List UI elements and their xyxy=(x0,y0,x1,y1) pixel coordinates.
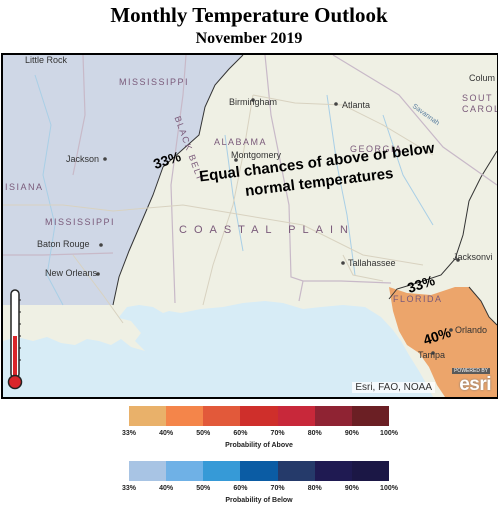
city-label: Colum xyxy=(469,73,496,83)
legend-swatch xyxy=(166,406,204,426)
legend-below: 33% 40% 50% 60% 70% 80% 90% 100% Probability of… xyxy=(122,461,398,504)
legend-tick-label: 33% xyxy=(121,430,137,437)
legend-tick-label: 80% xyxy=(307,485,322,492)
state-label-mississippi: MISSISSIPPI xyxy=(45,217,116,227)
legend-above-title: Probability of Above xyxy=(225,442,293,449)
legend-tick-label: 50% xyxy=(196,485,211,492)
legend-swatch xyxy=(314,406,352,426)
road xyxy=(252,94,434,156)
state-border xyxy=(298,280,304,302)
state-border xyxy=(3,252,114,256)
state-label-louisiana: ISIANA xyxy=(5,182,44,192)
legend-swatch xyxy=(277,461,315,481)
legend-tick-label: 33% xyxy=(121,485,137,492)
legend-tick-label: 40% xyxy=(159,430,174,437)
legend-above-ticks: 33% 40% 50% 60% 70% 80% 90% 100% xyxy=(122,430,398,442)
city-label: Jacksonvi xyxy=(453,252,493,262)
city-dot xyxy=(96,272,100,276)
legend-tick-label: 70% xyxy=(270,430,285,437)
state-label-south-carolina: SOUT xyxy=(462,93,494,103)
region-label-coastal-plain: COASTAL PLAIN xyxy=(179,224,355,236)
map-subtitle: November 2019 xyxy=(195,30,303,47)
legend-swatch xyxy=(314,461,352,481)
legend-swatch xyxy=(351,406,389,426)
city-dot xyxy=(234,158,238,162)
river xyxy=(224,134,244,252)
city-label: Little Rock xyxy=(25,55,68,65)
river xyxy=(382,114,434,226)
map-title: Monthly Temperature Outlook xyxy=(110,3,388,27)
city-label: Birmingham xyxy=(229,97,278,107)
below-normal-area xyxy=(3,55,243,305)
legend-below-ticks: 33% 40% 50% 60% 70% 80% 90% 100% xyxy=(122,485,398,497)
road xyxy=(202,94,254,306)
state-border xyxy=(332,55,497,186)
legend-tick-label: 90% xyxy=(344,430,359,437)
legend-above: 33% 40% 50% 60% 70% 80% 90% 100% Probability of… xyxy=(122,406,398,449)
city-dot xyxy=(99,243,103,247)
state-label-alabama: ALABAMA xyxy=(214,137,268,147)
state-label-georgia: GEORGIA xyxy=(350,144,403,154)
legend-swatch xyxy=(240,461,278,481)
legend-swatch xyxy=(351,461,389,481)
legend-tick-label: 90% xyxy=(344,485,359,492)
legend-swatch xyxy=(166,461,204,481)
legend-tick-label: 100% xyxy=(380,430,398,437)
legend-tick-label: 60% xyxy=(233,485,248,492)
contour-40 xyxy=(468,286,497,326)
contour-33-east xyxy=(388,150,497,300)
city-dot xyxy=(341,261,345,265)
road xyxy=(342,254,384,282)
legend-below-colorbar xyxy=(129,461,389,481)
legend-tick-label: 100% xyxy=(380,485,398,492)
legend-swatch xyxy=(203,406,241,426)
legend-tick-label: 60% xyxy=(233,430,248,437)
state-label-south-carolina: CAROL xyxy=(462,104,498,114)
city-label: Orlando xyxy=(455,325,488,335)
legend-below-title: Probability of Below xyxy=(225,497,293,504)
thermometer-icon xyxy=(7,289,23,390)
city-label: Atlanta xyxy=(342,100,371,110)
road xyxy=(3,204,424,266)
city-dot xyxy=(449,328,453,332)
legend-tick-label: 70% xyxy=(270,485,285,492)
legend-swatch xyxy=(129,461,167,481)
city-label: New Orleans xyxy=(45,268,98,278)
state-border xyxy=(264,55,392,284)
river xyxy=(326,94,356,276)
legend-swatch xyxy=(240,406,278,426)
state-border xyxy=(72,55,86,176)
city-label: Tallahassee xyxy=(348,258,396,268)
city-label: Jackson xyxy=(66,154,100,164)
outlook-map[interactable]: MISSISSIPPI MISSISSIPPI ALABAMA GEORGIA … xyxy=(1,53,498,399)
esri-wordmark: esri xyxy=(459,374,491,395)
city-label: Montgomery xyxy=(231,150,282,160)
legend-tick-label: 40% xyxy=(159,485,174,492)
city-label: Baton Rouge xyxy=(37,239,90,249)
city-dot xyxy=(251,98,255,102)
legend-tick-label: 50% xyxy=(196,430,211,437)
city-dot xyxy=(456,258,460,262)
esri-logo[interactable]: POWERED BY esri xyxy=(437,368,491,395)
legend-tick-label: 80% xyxy=(307,430,322,437)
legend-swatch xyxy=(129,406,167,426)
city-label: Tampa xyxy=(418,350,446,360)
river xyxy=(34,74,64,306)
state-label-florida: FLORIDA xyxy=(393,294,443,304)
map-attribution: Esri, FAO, NOAA xyxy=(352,382,435,393)
contour-33-west xyxy=(112,55,244,306)
road xyxy=(72,254,124,324)
powered-by-label: POWERED BY xyxy=(452,368,490,374)
city-dot xyxy=(334,102,338,106)
legend-swatch xyxy=(277,406,315,426)
legend-swatch xyxy=(203,461,241,481)
city-dot xyxy=(431,351,435,355)
state-border xyxy=(170,55,187,304)
state-label-mississippi: MISSISSIPPI xyxy=(119,77,190,87)
legend-above-colorbar xyxy=(129,406,389,426)
delta xyxy=(115,317,145,351)
city-dot xyxy=(103,157,107,161)
